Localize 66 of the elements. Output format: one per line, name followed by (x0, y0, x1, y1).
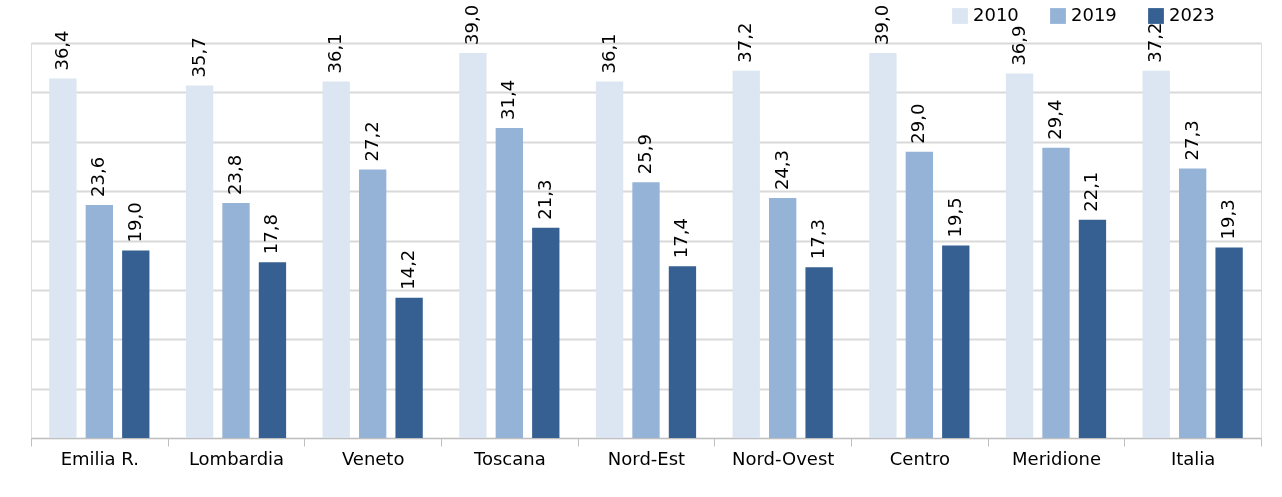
bar (1042, 147, 1070, 438)
data-label: 37,2 (734, 22, 756, 63)
bar (122, 250, 150, 438)
data-label: 22,1 (1080, 171, 1102, 212)
data-label: 36,1 (597, 33, 619, 74)
data-label: 31,4 (497, 79, 519, 120)
bar (222, 202, 250, 438)
data-label: 27,2 (360, 121, 382, 162)
data-label: 19,3 (1217, 199, 1239, 240)
x-tick-label: Nord-Ovest (732, 447, 835, 469)
bar (395, 297, 423, 438)
legend-label: 2023 (1169, 4, 1215, 25)
bar (85, 204, 113, 438)
bar (258, 262, 287, 438)
bar (1179, 168, 1207, 438)
bar (769, 198, 797, 438)
x-tick-label: Veneto (341, 447, 405, 469)
data-label: 23,8 (224, 154, 245, 195)
x-tick-label: Nord-Est (607, 447, 686, 469)
data-label: 24,3 (770, 149, 792, 191)
bar (359, 169, 387, 438)
data-label: 23,6 (87, 156, 109, 197)
bar (805, 267, 833, 438)
bar (1078, 219, 1107, 438)
data-label: 14,2 (397, 249, 419, 290)
bar (532, 227, 560, 438)
x-tick-label: Lombardia (188, 447, 285, 469)
legend-label: 2010 (973, 4, 1019, 25)
data-label: 25,9 (634, 134, 655, 175)
bar (668, 266, 697, 438)
data-label: 37,2 (1144, 22, 1166, 63)
data-label: 21,3 (533, 179, 555, 220)
bar (1215, 247, 1243, 438)
x-tick-label: Emilia R. (60, 447, 139, 469)
data-label: 17,8 (260, 214, 282, 255)
bar (869, 52, 897, 438)
data-label: 27,3 (1180, 120, 1202, 161)
x-tick-label: Italia (1170, 447, 1216, 469)
data-label: 19,5 (943, 197, 965, 238)
data-label: 29,4 (1044, 99, 1065, 140)
data-label: 36,9 (1007, 25, 1029, 66)
bar (322, 81, 350, 438)
bar (732, 70, 760, 438)
data-label: 17,4 (670, 218, 692, 259)
bar (942, 245, 970, 438)
x-tick-label: Meridione (1012, 447, 1101, 469)
bar (1005, 73, 1034, 438)
bar (632, 182, 660, 438)
x-tick-label: Toscana (472, 447, 546, 469)
bar (905, 151, 933, 438)
bar (185, 85, 214, 438)
legend-label: 2019 (1071, 4, 1117, 25)
data-label: 35,7 (187, 37, 209, 78)
data-label: 36,4 (50, 30, 72, 71)
bar (495, 127, 523, 438)
data-label: 17,3 (807, 219, 829, 260)
bar (459, 52, 487, 438)
bar (595, 81, 624, 438)
data-label: 19,0 (123, 202, 145, 243)
bar (49, 78, 77, 438)
data-label: 36,1 (324, 33, 346, 74)
data-label: 39,0 (460, 4, 482, 45)
bar (1142, 70, 1170, 438)
data-label: 39,0 (870, 4, 892, 45)
x-tick-label: Centro (889, 447, 950, 469)
data-label: 29,0 (907, 103, 929, 144)
